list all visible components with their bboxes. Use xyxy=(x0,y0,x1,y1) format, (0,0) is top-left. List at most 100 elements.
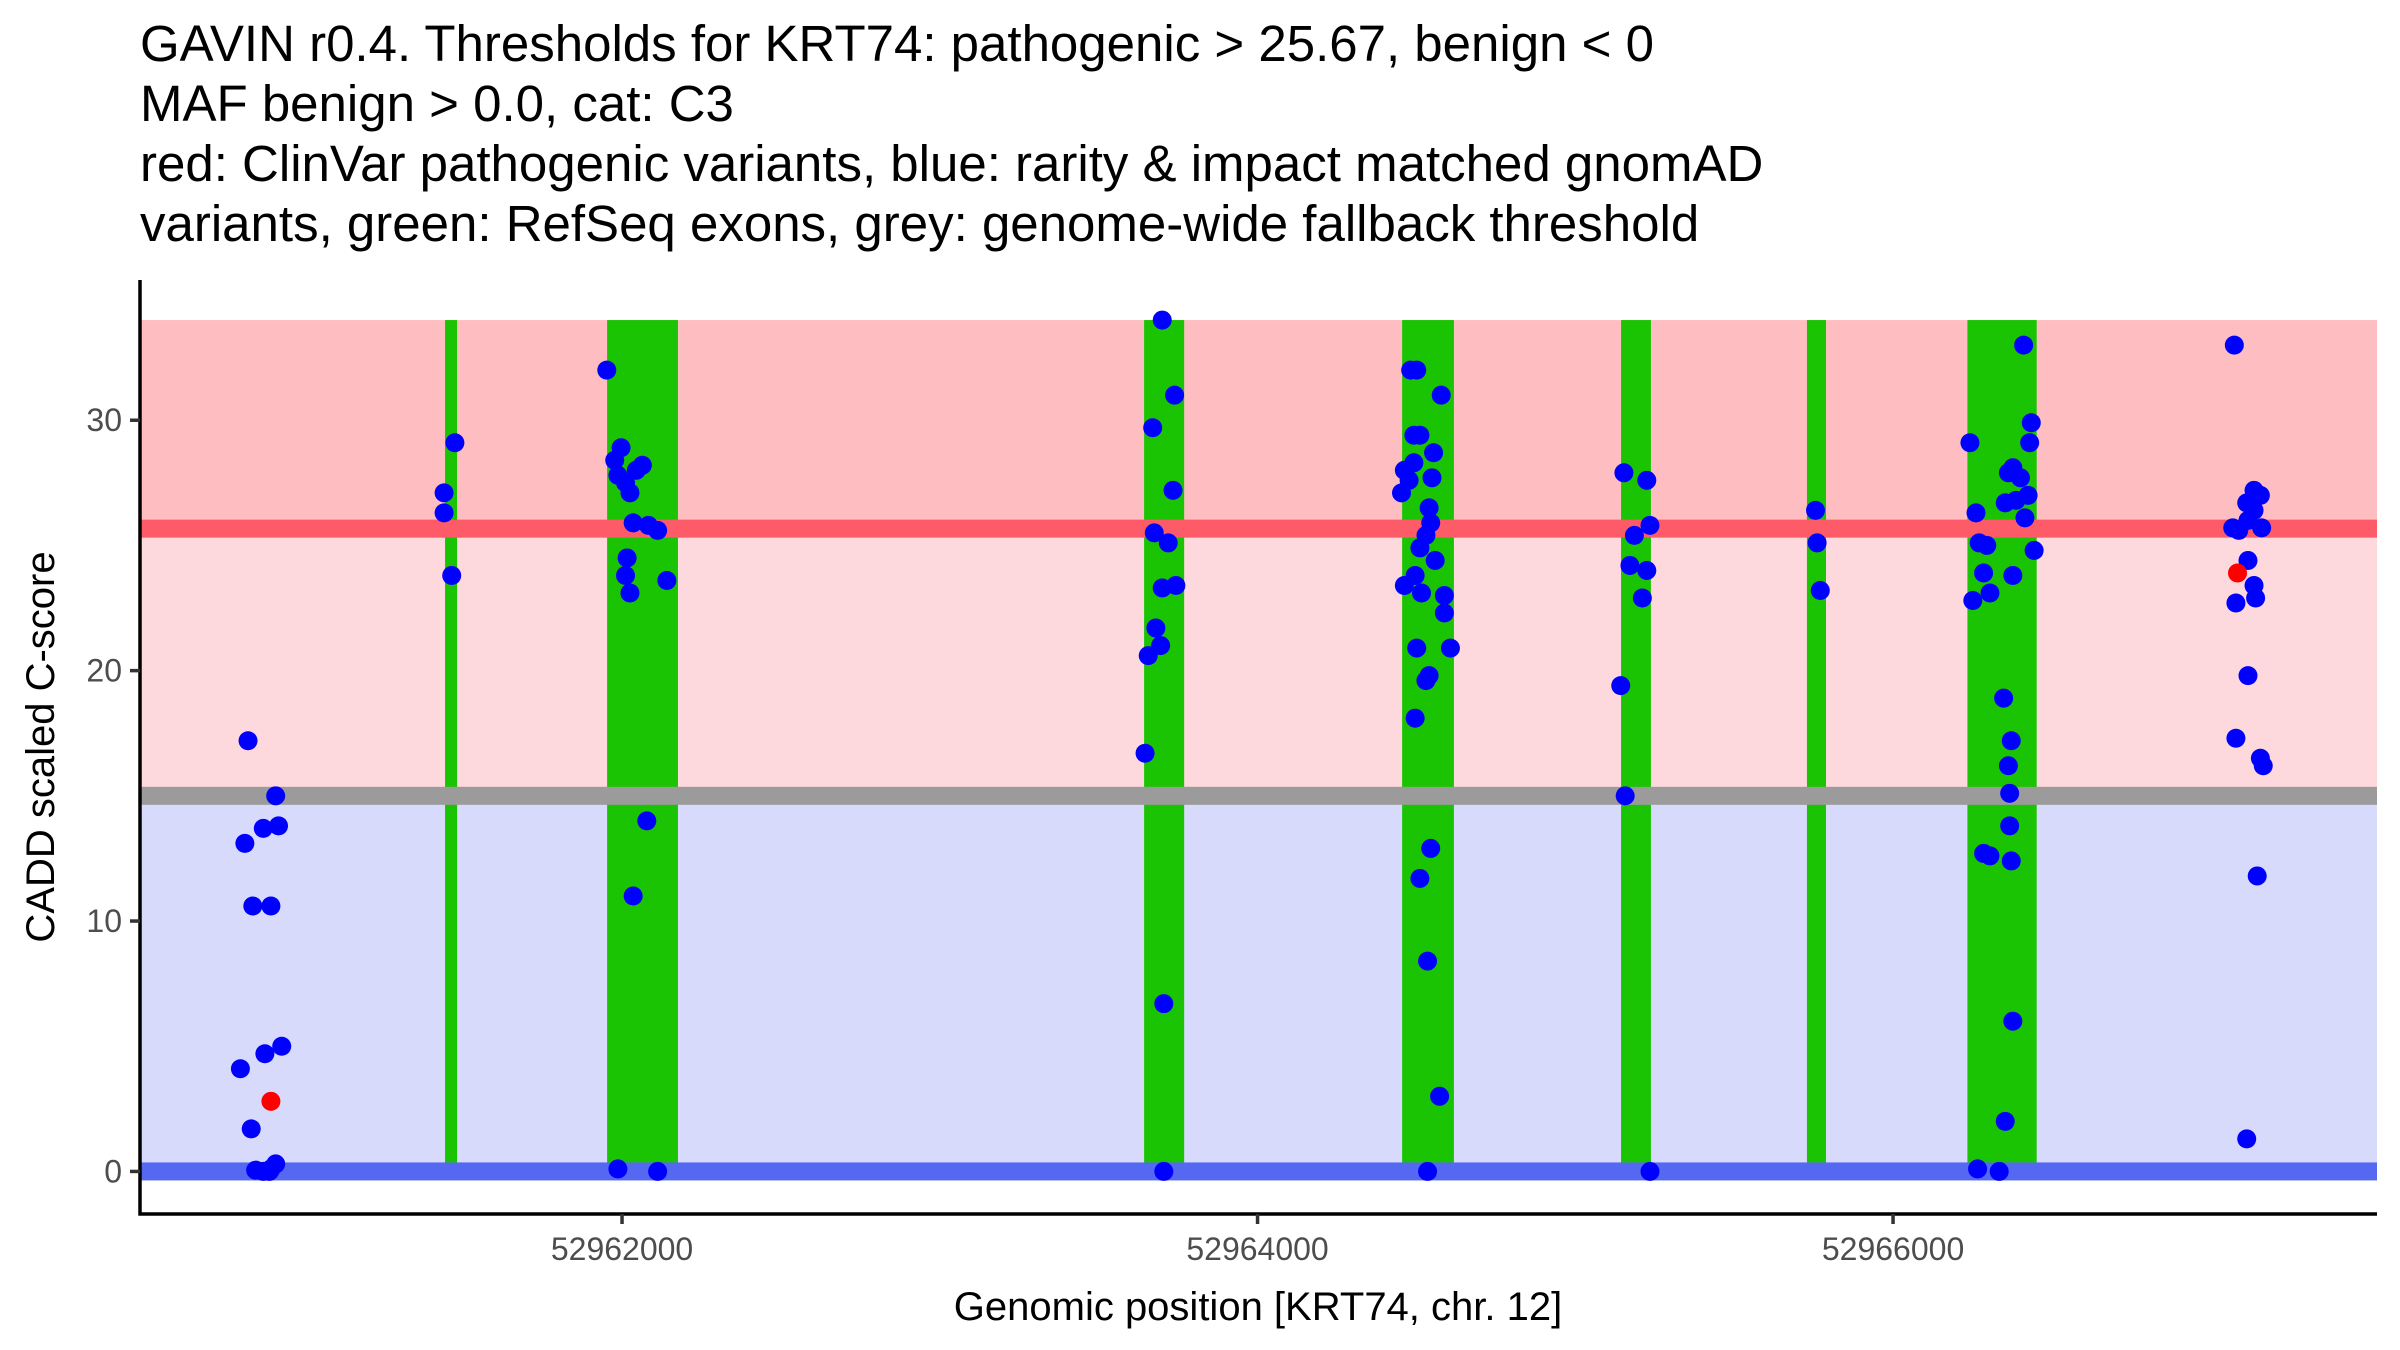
gnomad-point xyxy=(253,818,273,838)
clinvar-point xyxy=(261,1091,281,1111)
gnomad-point xyxy=(632,455,652,475)
gnomad-point xyxy=(1431,385,1451,405)
x-tick-label: 52962000 xyxy=(551,1231,693,1267)
gnomad-point xyxy=(259,1161,279,1181)
gnomad-point xyxy=(1154,1161,1174,1181)
gnomad-point xyxy=(2237,1129,2257,1149)
intermediate-band xyxy=(140,528,2377,796)
benign-band xyxy=(140,795,2377,1172)
gnomad-point xyxy=(1624,525,1644,545)
title-line-2: MAF benign > 0.0, cat: C3 xyxy=(140,75,734,132)
title-line-3: red: ClinVar pathogenic variants, blue: … xyxy=(140,135,1764,192)
gnomad-point xyxy=(616,565,636,585)
x-tick-label: 52966000 xyxy=(1822,1231,1964,1267)
gnomad-point xyxy=(1154,994,1174,1014)
gnomad-point xyxy=(1637,560,1657,580)
gnomad-point xyxy=(637,811,657,831)
gnomad-point xyxy=(2224,335,2244,355)
gnomad-point xyxy=(1810,580,1830,600)
gnomad-point xyxy=(1418,1161,1438,1181)
gnomad-point xyxy=(241,1119,261,1139)
gnomad-point xyxy=(2247,866,2267,886)
gnomad-point xyxy=(1143,418,1163,438)
gnomad-point xyxy=(1968,1159,1988,1179)
y-tick-label: 30 xyxy=(86,402,122,438)
gnomad-point xyxy=(1410,538,1430,558)
gnomad-point xyxy=(235,833,255,853)
gnomad-point xyxy=(1405,708,1425,728)
gnomad-point xyxy=(648,520,668,540)
fallback-threshold-line xyxy=(140,786,2377,805)
gnomad-point xyxy=(597,360,617,380)
gnomad-point xyxy=(2252,518,2272,538)
gnomad-point xyxy=(1416,671,1436,691)
gnomad-point xyxy=(1980,846,2000,866)
gnomad-point xyxy=(648,1161,668,1181)
gnomad-point xyxy=(1165,385,1185,405)
gnomad-point xyxy=(2021,413,2041,433)
gnomad-point xyxy=(1163,480,1183,500)
exon-bar xyxy=(1621,320,1651,1172)
gnomad-point xyxy=(261,896,281,916)
gnomad-point xyxy=(1158,533,1178,553)
title-line-4: variants, green: RefSeq exons, grey: gen… xyxy=(140,195,1700,252)
gnomad-point xyxy=(2024,540,2044,560)
gnomad-point xyxy=(1974,563,1994,583)
y-tick-label: 10 xyxy=(86,903,122,939)
gnomad-point xyxy=(1960,433,1980,453)
gnomad-point xyxy=(1620,555,1640,575)
gnomad-point xyxy=(2015,508,2035,528)
x-tick-label: 52964000 xyxy=(1186,1231,1328,1267)
gnomad-point xyxy=(1632,588,1652,608)
gnomad-point xyxy=(1430,1086,1450,1106)
gnomad-point xyxy=(1637,470,1657,490)
gnomad-point xyxy=(2246,588,2266,608)
gnomad-point xyxy=(2003,1011,2023,1031)
gnomad-point xyxy=(1424,443,1444,463)
gnomad-point xyxy=(1640,1161,1660,1181)
gnomad-point xyxy=(2020,433,2040,453)
gnomad-point xyxy=(1418,951,1438,971)
gnomad-point xyxy=(243,896,263,916)
gnomad-point xyxy=(1419,498,1439,518)
points-layer xyxy=(230,310,2273,1181)
clinvar-point xyxy=(2228,563,2248,583)
gnomad-point xyxy=(442,565,462,585)
gnomad-point xyxy=(2226,728,2246,748)
gnomad-point xyxy=(620,483,640,503)
gnomad-point xyxy=(1412,583,1432,603)
gnomad-point xyxy=(266,786,286,806)
gnomad-point xyxy=(2003,565,2023,585)
gnomad-point xyxy=(1138,646,1158,666)
x-axis-title: Genomic position [KRT74, chr. 12] xyxy=(954,1285,1562,1329)
gnomad-point xyxy=(1152,310,1172,330)
exon-bar xyxy=(1806,320,1827,1172)
gnomad-point xyxy=(1640,515,1660,535)
threshold-bands xyxy=(140,320,2377,1172)
gnomad-point xyxy=(623,886,643,906)
pathogenic-threshold-line xyxy=(140,519,2377,538)
y-axis-title: CADD scaled C-score xyxy=(19,551,63,942)
gnomad-point xyxy=(1989,1161,2009,1181)
gnomad-point xyxy=(2001,731,2021,751)
gnomad-point xyxy=(1425,550,1445,570)
gnomad-point xyxy=(1806,500,1826,520)
gnomad-point xyxy=(2238,550,2258,570)
gnomad-point xyxy=(608,1159,628,1179)
chart-title: GAVIN r0.4. Thresholds for KRT74: pathog… xyxy=(140,14,1763,254)
gnomad-point xyxy=(2223,518,2243,538)
gnomad-point xyxy=(2253,756,2273,776)
gnomad-point xyxy=(269,816,289,836)
gnomad-point xyxy=(1410,425,1430,445)
gnomad-point xyxy=(2226,593,2246,613)
gnomad-point xyxy=(1422,468,1442,488)
gnomad-point xyxy=(1407,360,1427,380)
gnomad-point xyxy=(623,513,643,533)
y-tick-label: 0 xyxy=(104,1153,122,1189)
gnomad-point xyxy=(434,503,454,523)
gnomad-point xyxy=(1994,688,2014,708)
gnomad-point xyxy=(2000,783,2020,803)
benign-threshold-line xyxy=(140,1162,2377,1181)
gnomad-point xyxy=(1998,756,2018,776)
pathogenic-band xyxy=(140,320,2377,529)
